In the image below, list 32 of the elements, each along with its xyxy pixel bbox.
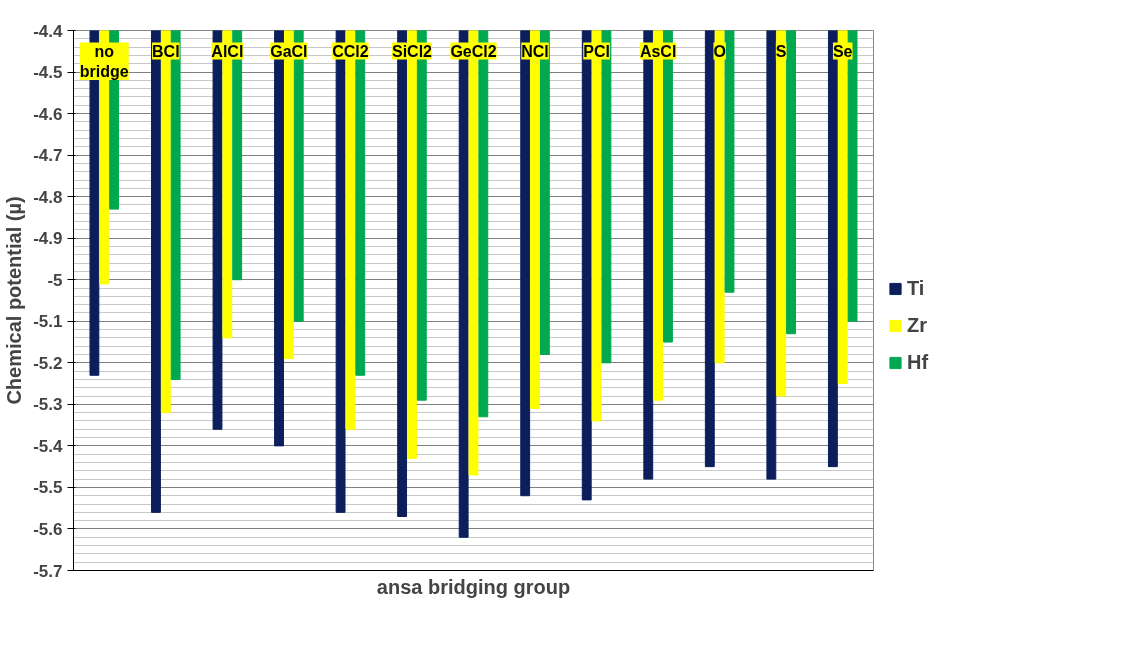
x-tick-label: BCl bbox=[152, 42, 180, 60]
x-tick-label: SiCl2 bbox=[391, 42, 433, 60]
y-tick-label: -5 bbox=[47, 270, 63, 290]
x-tick-label: AlCl bbox=[211, 42, 244, 60]
x-tick-label: no bridge bbox=[79, 42, 129, 80]
y-tick-label: -5.5 bbox=[33, 478, 63, 498]
x-tick-label: Se bbox=[832, 42, 853, 60]
y-tick-label: -5.3 bbox=[33, 395, 63, 415]
y-tick-label: -4.7 bbox=[33, 146, 63, 166]
legend-label: Ti bbox=[907, 276, 926, 300]
x-axis-title: ansa bridging group bbox=[376, 575, 571, 598]
x-tick-label: CCl2 bbox=[332, 42, 369, 60]
x-tick-label: GeCl2 bbox=[450, 42, 497, 60]
y-tick-label: -5.7 bbox=[33, 561, 63, 581]
y-tick-label: -5.2 bbox=[33, 353, 63, 373]
x-tick-label: S bbox=[775, 42, 787, 60]
y-tick-label: -4.6 bbox=[33, 104, 63, 124]
x-tick-label: PCl bbox=[583, 42, 610, 60]
y-tick-label: -4.4 bbox=[33, 21, 64, 41]
y-tick-label: -5.1 bbox=[33, 312, 63, 332]
y-tick-label: -4.5 bbox=[33, 63, 63, 83]
legend-label: Zr bbox=[907, 313, 927, 337]
y-tick-label: -5.6 bbox=[33, 519, 63, 539]
y-tick-label: -4.9 bbox=[33, 229, 63, 249]
x-tick-label: NCl bbox=[521, 42, 549, 60]
x-tick-label: AsCl bbox=[639, 42, 677, 60]
legend-label: Hf bbox=[907, 350, 929, 374]
y-tick-label: -4.8 bbox=[33, 187, 63, 207]
x-tick-label: GaCl bbox=[270, 42, 308, 60]
y-axis-title: Chemical potential (µ) bbox=[3, 196, 26, 405]
x-tick-label: O bbox=[713, 42, 726, 60]
y-tick-label: -5.4 bbox=[33, 436, 64, 456]
